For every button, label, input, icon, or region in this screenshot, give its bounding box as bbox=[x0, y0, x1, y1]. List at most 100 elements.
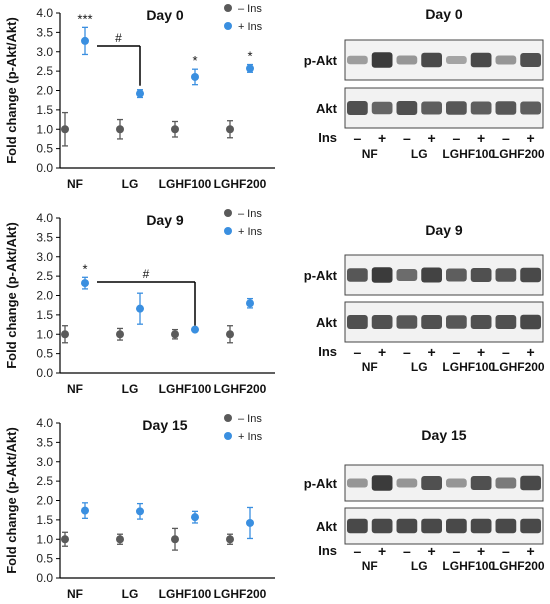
data-point bbox=[171, 125, 179, 134]
group-label: NF bbox=[362, 559, 378, 573]
blot-band bbox=[495, 55, 517, 65]
lane-sign: + bbox=[527, 344, 535, 360]
lane-sign: + bbox=[378, 130, 386, 146]
legend-marker bbox=[224, 4, 232, 12]
blot-band bbox=[421, 267, 442, 283]
blot-band bbox=[495, 268, 517, 282]
lane-sign: – bbox=[403, 543, 411, 559]
blot-title: Day 15 bbox=[421, 427, 466, 443]
x-tick-label: LGHF200 bbox=[214, 587, 267, 601]
x-tick-label: NF bbox=[67, 382, 83, 396]
y-tick-label: 1.5 bbox=[36, 513, 53, 527]
significance-mark: *** bbox=[77, 11, 92, 26]
ins-label: Ins bbox=[318, 130, 337, 145]
data-point bbox=[116, 330, 124, 339]
blot-title: Day 9 bbox=[425, 222, 463, 238]
lane-sign: + bbox=[428, 543, 436, 559]
blot-band bbox=[347, 315, 368, 329]
lane-sign: + bbox=[477, 130, 485, 146]
data-point bbox=[61, 330, 69, 339]
bracket-label: # bbox=[143, 267, 150, 281]
x-tick-label: LG bbox=[122, 177, 139, 191]
data-point bbox=[191, 325, 199, 334]
y-axis-title: Fold change (p-Akt/Akt) bbox=[4, 222, 19, 369]
data-point bbox=[246, 518, 254, 527]
group-label: LG bbox=[411, 147, 428, 161]
blot-row-label: p-Akt bbox=[304, 268, 338, 283]
blot-band bbox=[470, 101, 492, 115]
y-tick-label: 2.5 bbox=[36, 474, 53, 488]
blot-band bbox=[347, 478, 368, 488]
y-tick-label: 3.0 bbox=[36, 455, 53, 469]
blot-band bbox=[520, 314, 541, 330]
blot-band bbox=[347, 268, 368, 282]
data-point bbox=[136, 304, 144, 313]
data-point bbox=[226, 330, 234, 339]
blot-band bbox=[371, 267, 393, 283]
y-tick-label: 2.0 bbox=[36, 289, 53, 303]
y-tick-label: 0.0 bbox=[36, 366, 53, 380]
chart-title: Day 0 bbox=[146, 7, 184, 23]
lane-sign: – bbox=[403, 130, 411, 146]
significance-mark: * bbox=[82, 261, 87, 276]
y-axis-title: Fold change (p-Akt/Akt) bbox=[4, 427, 19, 574]
y-tick-label: 4.0 bbox=[36, 416, 53, 430]
y-tick-label: 2.0 bbox=[36, 84, 53, 98]
y-tick-label: 0.5 bbox=[36, 552, 53, 566]
blot-band bbox=[396, 101, 418, 115]
data-point bbox=[246, 64, 254, 73]
y-tick-label: 1.5 bbox=[36, 103, 53, 117]
blot-band bbox=[470, 518, 492, 534]
data-point bbox=[246, 299, 254, 308]
blot-band bbox=[470, 315, 492, 329]
y-tick-label: 1.5 bbox=[36, 308, 53, 322]
blot-band bbox=[421, 518, 442, 534]
legend-marker bbox=[224, 22, 232, 30]
lane-sign: + bbox=[477, 543, 485, 559]
blot-row-label: p-Akt bbox=[304, 53, 338, 68]
blot-band bbox=[446, 268, 467, 282]
lane-sign: – bbox=[452, 344, 460, 360]
lane-sign: – bbox=[452, 543, 460, 559]
group-label: NF bbox=[362, 360, 378, 374]
blot-band bbox=[446, 101, 467, 115]
data-point bbox=[81, 279, 89, 288]
legend-marker bbox=[224, 414, 232, 422]
blot-band bbox=[347, 55, 368, 65]
chart-title: Day 15 bbox=[142, 417, 187, 433]
x-tick-label: LG bbox=[122, 587, 139, 601]
group-label: LG bbox=[411, 559, 428, 573]
y-tick-label: 3.5 bbox=[36, 230, 53, 244]
y-tick-label: 2.5 bbox=[36, 269, 53, 283]
x-tick-label: LG bbox=[122, 382, 139, 396]
y-tick-label: 3.0 bbox=[36, 45, 53, 59]
blot-band bbox=[347, 101, 368, 115]
blot-band bbox=[520, 53, 541, 67]
blot-band bbox=[421, 101, 442, 115]
y-tick-label: 1.0 bbox=[36, 532, 53, 546]
blot-band bbox=[371, 101, 393, 115]
y-tick-label: 3.0 bbox=[36, 250, 53, 264]
group-label: LGHF100 bbox=[442, 147, 495, 161]
ins-label: Ins bbox=[318, 344, 337, 359]
data-point bbox=[171, 535, 179, 544]
blot-band bbox=[446, 315, 467, 329]
data-point bbox=[191, 513, 199, 522]
group-label: LGHF200 bbox=[492, 360, 545, 374]
blot-band bbox=[421, 315, 442, 329]
y-tick-label: 0.5 bbox=[36, 347, 53, 361]
x-tick-label: NF bbox=[67, 177, 83, 191]
significance-mark: * bbox=[247, 49, 252, 64]
y-tick-label: 0.0 bbox=[36, 571, 53, 585]
lane-sign: – bbox=[353, 344, 361, 360]
y-tick-label: 4.0 bbox=[36, 6, 53, 20]
data-point bbox=[61, 125, 69, 134]
blot-band bbox=[520, 518, 541, 534]
blot-band bbox=[371, 475, 393, 491]
y-tick-label: 3.5 bbox=[36, 25, 53, 39]
y-tick-label: 1.0 bbox=[36, 122, 53, 136]
x-tick-label: LGHF100 bbox=[159, 382, 212, 396]
legend-label: + Ins bbox=[238, 431, 263, 443]
